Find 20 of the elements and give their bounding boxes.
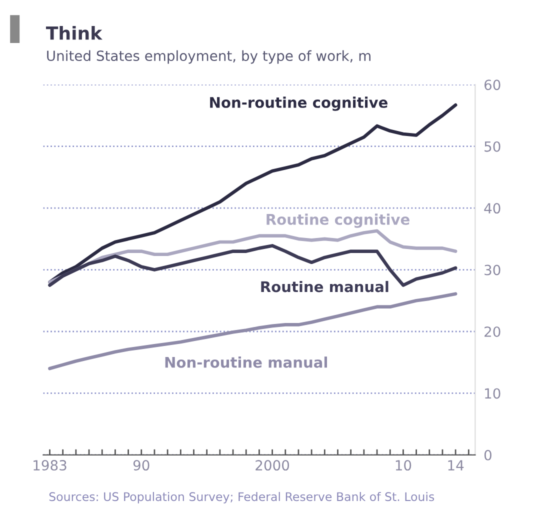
y-tick-label: 30 (484, 264, 500, 276)
series-label: Non-routine manual (165, 356, 327, 368)
x-tick-label: 1983 (34, 460, 66, 471)
y-tick-label: 40 (484, 203, 500, 214)
line-series (48, 292, 458, 370)
series-label: Non-routine cognitive (210, 96, 388, 111)
series-label: Routine manual (261, 280, 388, 292)
x-tick-label: 10 (396, 460, 412, 471)
chart-title: Think (46, 26, 102, 40)
y-tick-label: 10 (485, 388, 500, 399)
y-tick-label: 50 (484, 141, 500, 152)
y-tick-label: 20 (484, 326, 500, 337)
y-tick-label: 60 (484, 80, 500, 90)
x-tick-label: 2000 (256, 460, 290, 471)
series-label: Routine cognitive (266, 214, 410, 228)
x-tick-label: 14 (448, 460, 464, 470)
source-note: Sources: US Population Survey; Federal Reserve Bank of St. Louis (49, 492, 434, 504)
chart-subtitle: United States employment, by type of work, m (47, 50, 370, 64)
x-tick-label: 90 (133, 460, 150, 471)
y-tick-label: 0 (484, 450, 492, 460)
